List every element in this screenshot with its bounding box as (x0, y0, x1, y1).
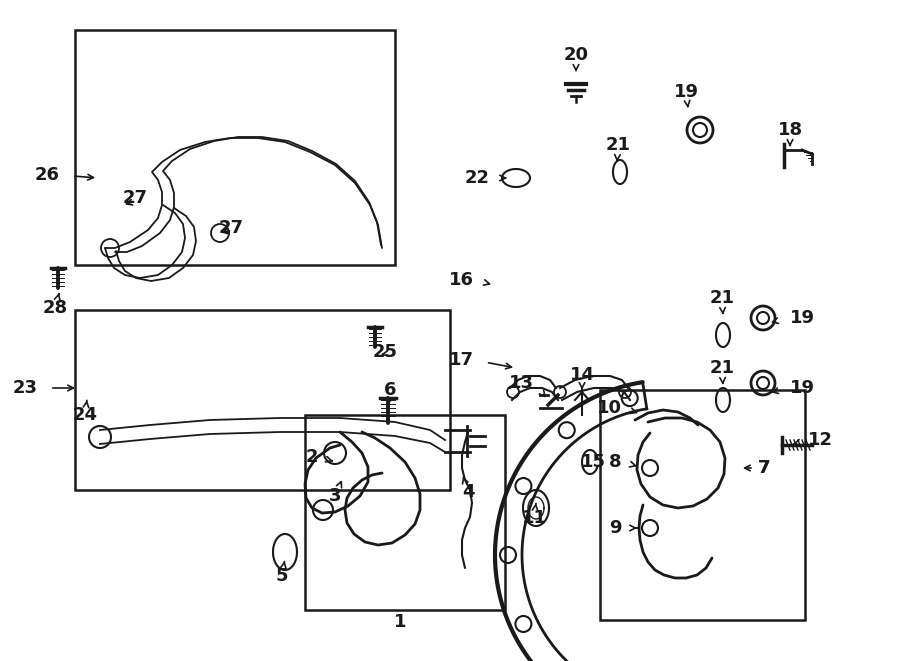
Text: 10: 10 (597, 399, 622, 417)
Text: 12: 12 (808, 431, 833, 449)
Text: 7: 7 (758, 459, 770, 477)
Bar (600, 390, 805, 620)
Text: 4: 4 (462, 483, 474, 501)
Text: 19: 19 (673, 83, 698, 101)
Text: 13: 13 (509, 374, 534, 392)
Text: 15: 15 (580, 453, 606, 471)
Bar (75, 310, 450, 490)
Bar (75, 30, 395, 265)
Text: 9: 9 (609, 519, 622, 537)
Text: 27: 27 (219, 219, 244, 237)
Text: 7: 7 (758, 459, 770, 477)
Text: 18: 18 (778, 121, 803, 139)
Text: 16: 16 (449, 271, 474, 289)
Text: 14: 14 (570, 366, 595, 384)
Text: 24: 24 (73, 406, 97, 424)
Text: 21: 21 (709, 289, 734, 307)
Text: 25: 25 (373, 343, 398, 361)
Text: 17: 17 (449, 351, 474, 369)
Text: 27: 27 (123, 189, 148, 207)
Text: 11: 11 (521, 509, 546, 527)
Text: 20: 20 (563, 46, 589, 64)
Text: 19: 19 (790, 379, 815, 397)
Text: 2: 2 (305, 448, 318, 466)
Text: 28: 28 (42, 299, 68, 317)
Bar (305, 415, 505, 610)
Text: 23: 23 (13, 379, 38, 397)
Text: 19: 19 (790, 309, 815, 327)
Text: 22: 22 (465, 169, 490, 187)
Text: 21: 21 (709, 359, 734, 377)
Text: 26: 26 (35, 166, 60, 184)
Text: 6: 6 (383, 381, 396, 399)
Text: 1: 1 (394, 613, 406, 631)
Text: 21: 21 (606, 136, 631, 154)
Text: 5: 5 (275, 567, 288, 585)
Text: 8: 8 (609, 453, 622, 471)
Text: 3: 3 (328, 487, 341, 505)
